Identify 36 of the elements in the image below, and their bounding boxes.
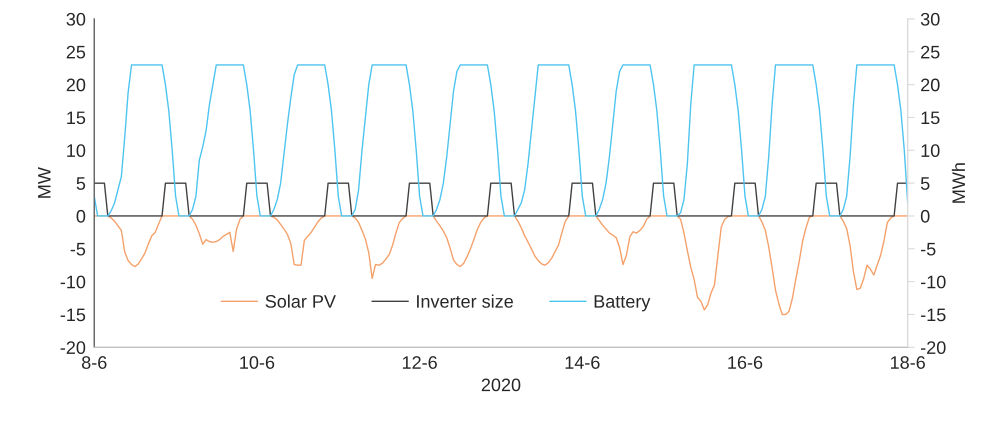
y2-tick-label: 30 [920, 12, 940, 26]
y-tick-label: -10 [60, 276, 86, 288]
line-series [94, 64, 908, 217]
y2-tick-label: 20 [921, 78, 940, 92]
y-tick-label: 20 [66, 78, 86, 92]
y-tick-label: 25 [66, 46, 86, 59]
x-tick-label: 12-6 [402, 356, 437, 369]
y-tick-label: 15 [67, 112, 86, 124]
line-series [94, 215, 908, 316]
x-tick-label: 16-6 [728, 356, 762, 369]
legend-label: Inverter size [417, 294, 513, 308]
y2-tick-label: -15 [920, 308, 946, 322]
y2-tick-label: -10 [920, 276, 946, 288]
y2-tick-label: 10 [922, 144, 940, 158]
y-tick-label: -5 [70, 242, 86, 256]
legend-label: Battery [594, 295, 650, 312]
x-tick-label: 8-6 [82, 356, 106, 369]
y-axis-title: MW [38, 167, 51, 198]
y-tick-label: 0 [76, 210, 86, 223]
y2-axis-title: MWh [952, 163, 965, 203]
y-tick-label: 30 [66, 12, 86, 26]
y2-tick-label: -20 [920, 341, 946, 354]
y2-tick-label: 5 [920, 177, 930, 190]
y2-tick-label: 0 [920, 210, 930, 223]
x-tick-label: 14-6 [566, 356, 600, 369]
x-tick-label: 18-6 [890, 356, 925, 369]
y-tick-label: 5 [76, 177, 86, 190]
y-tick-label: 10 [67, 144, 86, 158]
y2-tick-label: 15 [922, 112, 940, 124]
y2-tick-label: 25 [921, 46, 940, 59]
y2-tick-label: -5 [920, 242, 936, 256]
x-tick-label: 10-6 [240, 356, 274, 369]
y-tick-label: -15 [60, 308, 86, 322]
legend-label: Solar PV [266, 294, 336, 308]
y-tick-label: -20 [60, 341, 86, 354]
x-axis-title: 2020 [482, 378, 520, 392]
